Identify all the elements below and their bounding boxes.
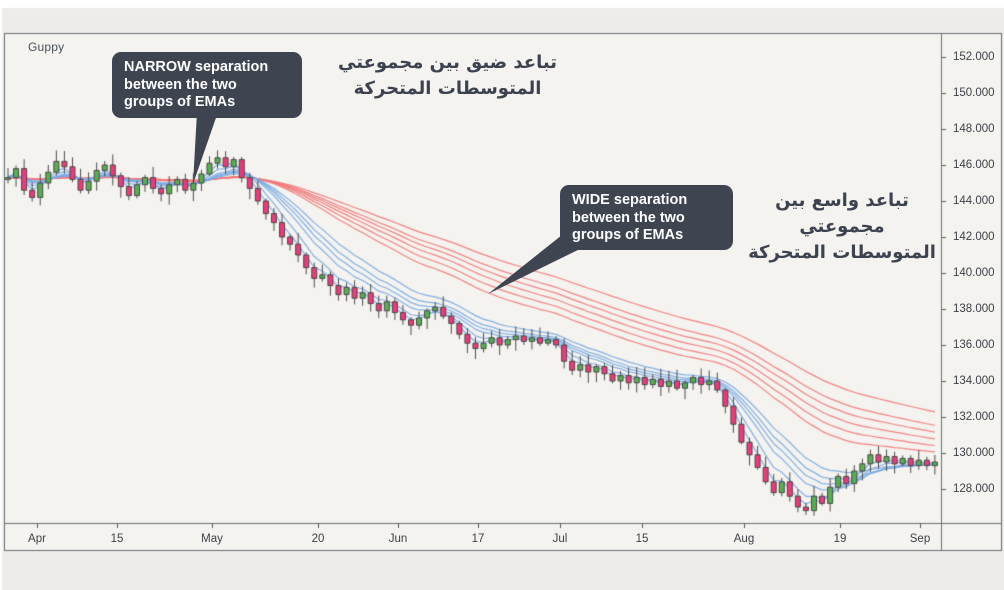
narrow-separation-arabic-note: تباعد ضيق بين مجموعتي المتوسطات المتحركة [335,50,560,102]
y-axis-price-label: 128.000 [953,483,995,495]
y-axis-price-label: 146.000 [953,159,995,171]
x-axis-date-label: Jul [552,533,568,545]
x-axis-date-label: Jun [388,533,408,545]
y-axis-price-label: 130.000 [953,447,995,459]
arabic-note-line: المتوسطات المتحركة [748,242,936,263]
x-axis-date-label: 17 [471,533,485,545]
y-axis-price-label: 132.000 [953,411,995,423]
x-axis-date-label: Aug [733,533,755,545]
callout-line: groups of EMAs [124,94,236,110]
x-axis-date-label: 20 [311,533,325,545]
instrument-label: Guppy [28,40,65,54]
x-axis-date-label: Apr [28,533,46,545]
x-axis-date-label: May [201,533,223,545]
narrow-separation-callout: NARROW separation between the two groups… [112,52,302,118]
arabic-note-line: تباعد ضيق بين مجموعتي [338,52,557,73]
y-axis-price-label: 144.000 [953,195,995,207]
x-axis-date-label: 19 [833,533,847,545]
arabic-note-line: المتوسطات المتحركة [353,78,542,99]
y-axis-price-label: 142.000 [953,231,995,243]
x-axis-date-label: 15 [635,533,649,545]
y-axis-price-label: 148.000 [953,123,995,135]
x-axis-date-label: 15 [110,533,124,545]
callout-line: groups of EMAs [572,227,684,243]
y-axis-price-label: 152.000 [953,51,995,63]
wide-separation-arabic-note: تباعد واسع بين مجموعتي المتوسطات المتحرك… [742,188,942,266]
y-axis-price-label: 140.000 [953,267,995,279]
y-axis-price-label: 150.000 [953,87,995,99]
arabic-note-line: تباعد واسع بين مجموعتي [775,190,909,237]
y-axis-price-label: 134.000 [953,375,995,387]
callout-line: WIDE separation [572,192,688,208]
y-axis-price-label: 136.000 [953,339,995,351]
callout-line: between the two [572,209,685,226]
x-axis-date-label: Sep [909,533,931,545]
callout-line: between the two [124,76,237,93]
y-axis-price-label: 138.000 [953,303,995,315]
callout-line: NARROW separation [124,59,269,75]
wide-separation-callout: WIDE separation between the two groups o… [560,185,733,250]
